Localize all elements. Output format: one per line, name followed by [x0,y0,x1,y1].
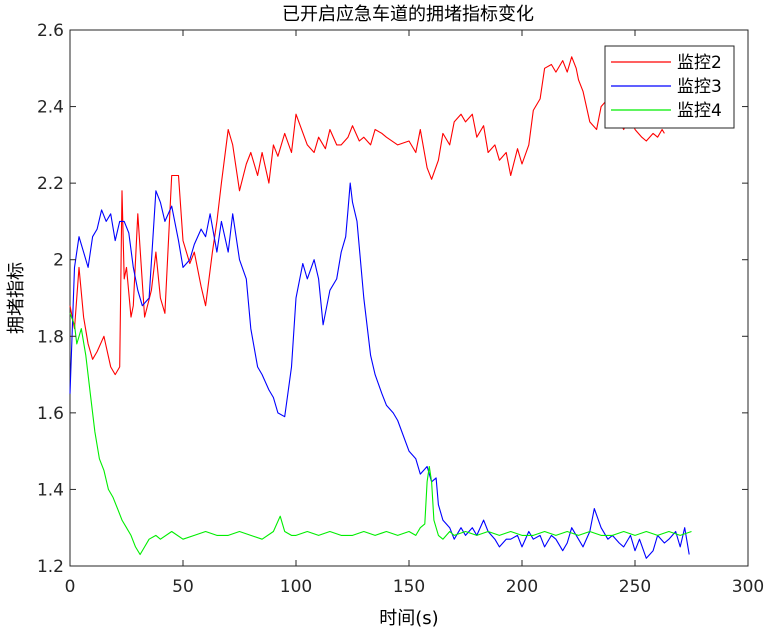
x-tick-label-1: 50 [172,577,194,597]
x-tick-label-2: 100 [280,577,312,597]
y-axis-ticks: 1.2 1.4 1.6 1.8 2 2.2 2.4 2.6 [37,21,748,577]
legend-label-2: 监控3 [677,77,722,97]
y-tick-label-3: 1.8 [37,327,64,347]
y-tick-label-5: 2.2 [37,174,64,194]
legend-box [604,45,735,129]
x-axis-label: 时间(s) [379,608,438,629]
x-axis-ticks: 0 50 100 150 200 250 300 [65,30,764,597]
chart-title: 已开启应急车道的拥堵指标变化 [282,4,534,25]
x-tick-label-5: 250 [619,577,651,597]
x-tick-label-3: 150 [393,577,425,597]
y-tick-label-2: 1.6 [37,404,64,424]
series-layer [69,56,692,559]
y-axis-label: 拥堵指标 [6,262,27,334]
x-tick-label-6: 300 [732,577,764,597]
y-tick-label-0: 1.2 [37,557,64,577]
legend: 监控2 监控3 监控4 [604,45,735,129]
legend-label-1: 监控2 [677,53,722,73]
x-tick-label-0: 0 [65,577,76,597]
legend-label-3: 监控4 [677,101,722,121]
x-tick-label-4: 200 [506,577,538,597]
y-tick-label-1: 1.4 [37,480,64,500]
series-line-1 [69,56,665,376]
series-line-2 [69,182,690,559]
y-tick-label-6: 2.4 [37,98,64,118]
y-tick-label-7: 2.6 [37,21,64,41]
y-tick-label-4: 2 [53,251,64,271]
series-line-3 [69,313,692,556]
